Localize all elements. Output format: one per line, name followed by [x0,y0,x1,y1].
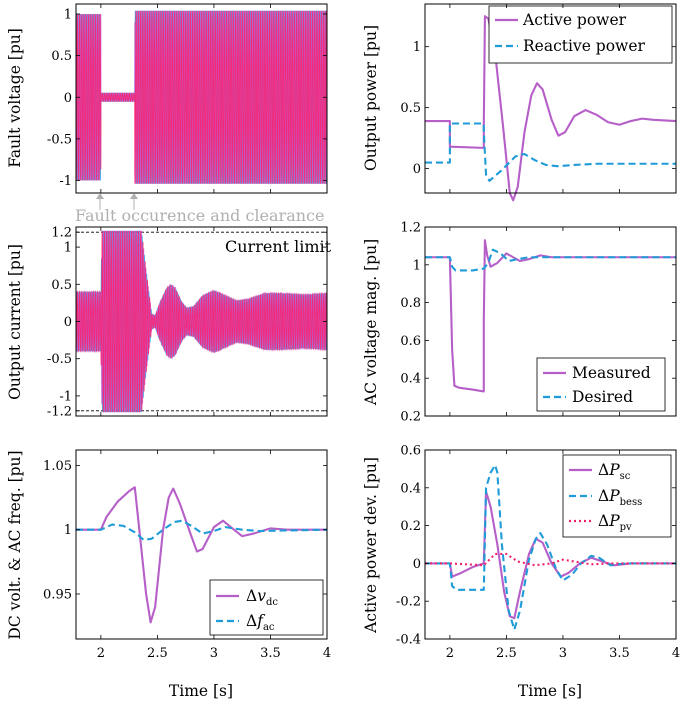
output-current-ytick-label: 0.5 [51,278,72,293]
ac-voltage-ytick-label: 1 [413,258,421,273]
output-current-ytick-label: 1 [64,241,72,256]
dc-ac-freq-series-1 [76,519,328,542]
dc-ac-freq-xtick-label: 2 [97,646,105,661]
active-power-dev-ylabel: Active power dev. [pu] [362,457,380,634]
fault-voltage-ytick-label: 1 [64,7,72,22]
active-power-dev-legend: ΔPsc ΔPbess ΔPpv [562,454,672,538]
output-power-plot-area [425,15,677,202]
legend-active-power-label: Active power [522,11,627,29]
active-power-dev-ytick-label: 0.2 [400,519,421,534]
output-current-ytick-label: 1.2 [51,226,72,241]
legend-measured-label: Measured [572,364,651,382]
ac-voltage-ytick-label: 0.6 [400,334,421,349]
legend-reactive-power-label: Reactive power [523,37,646,55]
ac-voltage-panel: AC voltage mag. [pu] Measured Desired 0.… [362,221,677,425]
active-power-dev-ytick-label: 0.4 [400,481,421,496]
fault-voltage-panel: Fault voltage [pu] -1 -0.5 0 0.5 1 [6,3,328,194]
output-current-panel: Output current [pu] Current limit -1.2-1… [6,226,332,420]
active-power-dev-panel: Active power dev. [pu] ΔPsc ΔPbess ΔPpv … [362,444,680,662]
right-xlabel: Time [s] [518,682,582,700]
fault-voltage-ytick-label: 0.5 [51,49,72,64]
dc-ac-freq-xtick-label: 2.5 [147,646,168,661]
output-power-ytick-label: 1 [413,40,421,55]
output-power-panel: Output power [pu] Active power Reactive … [362,3,677,202]
dc-ac-freq-xtick-label: 3 [210,646,218,661]
active-power-dev-ytick-label: 0.6 [400,444,421,459]
dc-ac-freq-ytick-label: 1 [64,523,72,538]
output-current-ytick-label: 0 [64,315,72,330]
ac-voltage-ytick-label: 1.2 [400,221,421,236]
output-current-ylabel: Output current [pu] [6,244,24,400]
active-power-dev-xtick-label: 3.5 [609,646,630,661]
active-power-dev-frame [424,449,677,640]
output-power-ylabel: Output power [pu] [362,25,380,171]
output-power-series-1 [425,122,676,182]
fault-voltage-plot-area [76,10,327,184]
dc-ac-freq-frame [75,449,328,640]
legend-desired-label: Desired [572,388,633,406]
ac-voltage-series-0 [425,239,676,393]
output-power-ytick-label: 0 [413,162,421,177]
fault-voltage-trace-phase-3 [76,10,327,184]
dc-ac-freq-xtick-label: 4 [323,646,331,661]
active-power-dev-xtick-label: 2 [446,646,454,661]
active-power-dev-plot-area [425,464,676,631]
fault-voltage-trace-phase-2 [76,10,327,184]
dc-ac-freq-series-0 [76,486,327,624]
fault-voltage-ytick-label: -0.5 [47,132,72,147]
dc-ac-freq-legend: Δvdc Δfac [209,579,324,636]
ac-voltage-legend-box [536,357,666,412]
active-power-dev-ytick-label: -0.2 [396,595,421,610]
ac-voltage-ytick-label: 0.8 [400,296,421,311]
dc-ac-freq-plot-area [76,486,328,624]
fault-clearance-arrowhead [130,193,138,199]
ac-voltage-ytick-label: 0.4 [400,372,421,387]
active-power-dev-ytick-label: -0.4 [396,633,421,648]
fault-occurrence-arrowhead [96,193,104,199]
fault-voltage-ytick-label: 0 [64,91,72,106]
output-power-frame [424,3,677,194]
ac-voltage-frame [424,226,677,417]
active-power-dev-xtick-label: 4 [672,646,680,661]
output-current-ytick-label: -1 [59,389,72,404]
output-current-trace-phase-2 [76,230,327,413]
fault-voltage-ytick-label: -1 [59,174,72,189]
output-power-legend: Active power Reactive power [488,5,673,64]
active-power-dev-xtick-label: 2.5 [496,646,517,661]
fault-voltage-ylabel: Fault voltage [pu] [6,28,24,168]
output-current-trace-phase-3 [76,230,327,413]
output-power-ytick-label: 0.5 [400,101,421,116]
output-power-legend-box [488,5,673,64]
active-power-dev-ytick-label: 0 [413,557,421,572]
ac-voltage-legend: Measured Desired [536,357,666,412]
dc-ac-freq-ytick-label: 0.95 [43,588,72,603]
dc-ac-freq-ylabel: DC volt. & AC freq. [pu] [6,450,24,639]
fault-annotation-text: Fault occurence and clearance [75,206,324,225]
active-power-dev-xtick-label: 3 [559,646,567,661]
ac-voltage-ytick-label: 0.2 [400,410,421,425]
output-power-series-0 [425,15,677,202]
dc-ac-freq-panel: DC volt. & AC freq. [pu] Δvdc Δfac 0.95 1… [6,449,331,661]
active-power-dev-series-0 [425,490,676,620]
fault-voltage-frame [75,3,328,194]
current-limit-label: Current limit [225,237,332,256]
dc-ac-freq-xtick-label: 3.5 [260,646,281,661]
dc-ac-freq-legend-box [209,579,324,636]
output-current-plot-area [76,230,327,413]
output-current-ytick-label: -0.5 [47,352,72,367]
dc-ac-freq-ytick-label: 1.05 [43,459,72,474]
ac-voltage-series-1 [425,248,676,272]
fault-annotation: Fault occurence and clearance [75,193,324,225]
ac-voltage-ylabel: AC voltage mag. [pu] [362,239,380,406]
ac-voltage-plot-area [425,239,676,393]
output-current-ytick-label: -1.2 [47,404,72,419]
left-xlabel: Time [s] [169,682,233,700]
